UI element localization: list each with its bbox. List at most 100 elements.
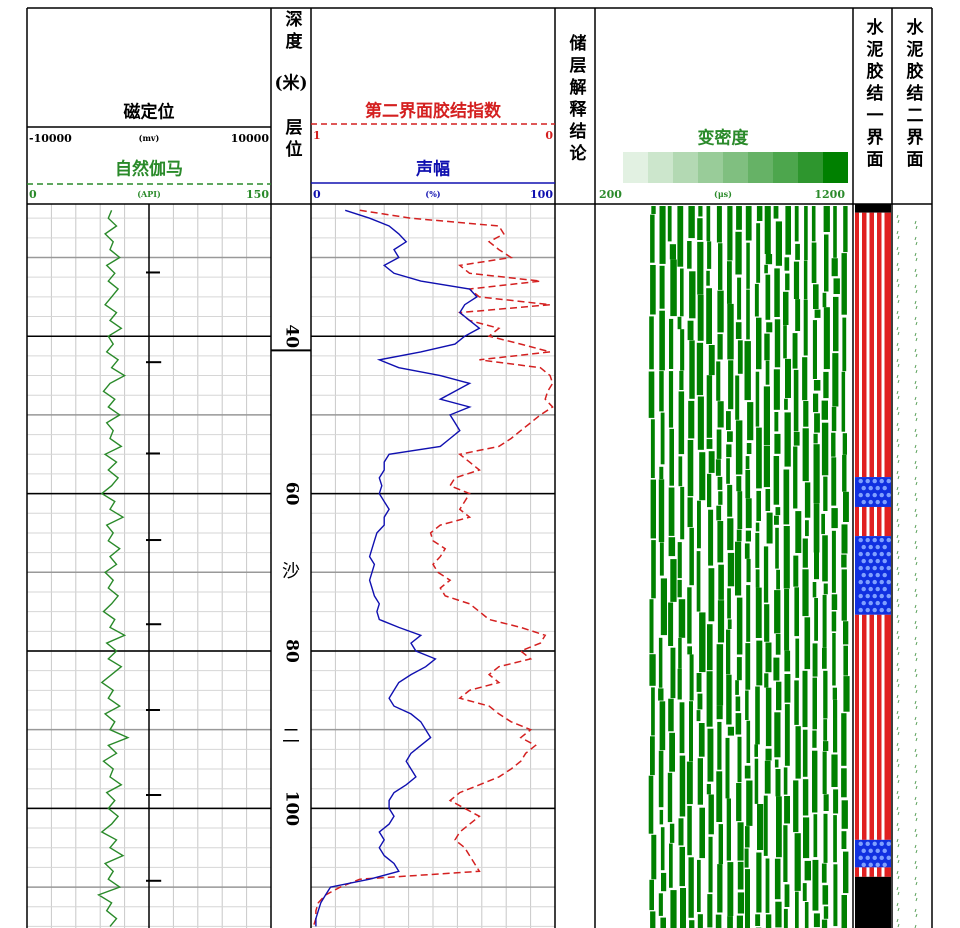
depth-label: 80	[282, 639, 302, 663]
vdl-stripe	[697, 396, 704, 450]
color-bar-cell	[623, 152, 648, 183]
vdl-stripe	[841, 524, 848, 554]
vdl-stripe	[843, 491, 849, 522]
vdl-stripe	[736, 597, 743, 655]
vdl-stripe	[660, 917, 666, 928]
vdl-stripe	[773, 657, 780, 681]
vdl-stripe	[804, 617, 811, 670]
vdl-stripe	[650, 419, 655, 478]
bond-texture	[861, 600, 866, 606]
vdl-stripe	[822, 292, 827, 308]
vdl-stripe	[677, 206, 684, 267]
vdl-image	[648, 206, 850, 928]
vdl-stripe	[774, 268, 780, 317]
vdl-stripe	[774, 412, 779, 432]
bond-texture	[896, 294, 900, 304]
bond-texture	[914, 300, 918, 310]
bond-texture	[914, 332, 918, 342]
bond-texture	[868, 572, 873, 578]
vdl-stripe	[707, 624, 713, 671]
bond-texture	[861, 862, 866, 868]
vdl-stripe	[802, 729, 808, 777]
bond-texture	[896, 230, 900, 240]
bond-texture	[896, 790, 900, 800]
vdl-stripe	[832, 633, 836, 686]
bond-texture	[866, 867, 870, 877]
bond-texture	[896, 902, 900, 912]
bond-texture	[875, 558, 880, 564]
vdl-stripe	[697, 758, 703, 805]
vdl-stripe	[804, 902, 809, 928]
vdl-stripe	[784, 650, 791, 672]
vdl-stripe	[785, 358, 791, 398]
bond-texture	[882, 862, 887, 868]
bond-texture	[914, 540, 918, 550]
vdl-stripe	[708, 509, 714, 566]
vdl-stripe	[718, 243, 723, 290]
vdl-stripe	[775, 769, 781, 797]
vdl-stripe	[755, 587, 762, 638]
vdl-stripe	[687, 805, 692, 856]
color-bar	[623, 152, 848, 183]
vdl-stripe	[803, 260, 808, 300]
vdl-stripe	[745, 643, 751, 690]
bond-texture	[872, 593, 877, 599]
bond-texture	[868, 485, 873, 491]
bond-texture	[896, 710, 900, 720]
vdl-stripe	[650, 911, 656, 928]
bond-texture	[914, 524, 918, 534]
bond-texture	[914, 908, 918, 918]
vdl-stripe	[784, 704, 790, 766]
bond-texture	[859, 506, 862, 537]
vdl-stripe	[744, 848, 749, 868]
vdl-stripe	[841, 713, 847, 766]
bond-texture	[872, 478, 877, 484]
vdl-stripe	[697, 693, 703, 710]
vdl-stripe	[823, 794, 829, 811]
bond-texture	[914, 636, 918, 646]
vdl-stripe	[727, 303, 734, 360]
bond-texture	[865, 492, 870, 498]
bond-texture	[886, 607, 891, 613]
vdl-stripe	[727, 206, 733, 261]
vdl-stripe	[736, 529, 742, 542]
scale-label: 0	[29, 188, 37, 201]
bond-texture	[879, 551, 884, 557]
vdl-stripe	[727, 552, 735, 587]
bond-texture	[914, 812, 918, 822]
vdl-stripe	[783, 325, 787, 359]
bond-texture	[858, 478, 863, 484]
zone-title: 层位	[282, 118, 303, 162]
vdl-stripe	[659, 542, 664, 576]
bond-texture	[896, 374, 900, 384]
bond-texture	[861, 544, 866, 550]
bond-texture	[872, 841, 877, 847]
vdl-stripe	[754, 744, 758, 757]
color-bar-cell	[748, 152, 773, 183]
bond-texture	[914, 604, 918, 614]
bond-texture	[858, 579, 863, 585]
bond-texture	[914, 892, 918, 902]
vdl-stripe	[670, 890, 677, 928]
zone-label: 沙	[282, 561, 300, 582]
bond-interval	[855, 876, 891, 928]
vdl-stripe	[735, 231, 742, 275]
vdl-stripe	[756, 223, 761, 283]
vdl-stripe	[843, 645, 848, 676]
vdl-stripe	[764, 333, 770, 361]
vdl-stripe	[706, 439, 713, 449]
vdl-stripe	[783, 469, 790, 525]
scale-label: 100	[530, 188, 553, 201]
bond-texture	[914, 796, 918, 806]
vdl-stripe	[687, 241, 692, 269]
bond-texture	[886, 855, 891, 861]
bond-texture	[866, 506, 870, 537]
vdl-stripe	[765, 687, 772, 747]
vdl-stripe	[660, 578, 667, 636]
bond-texture	[896, 518, 900, 528]
vdl-stripe	[746, 242, 750, 289]
vdl-stripe	[668, 602, 674, 646]
vdl-stripe	[822, 647, 827, 669]
bond-texture	[896, 278, 900, 288]
